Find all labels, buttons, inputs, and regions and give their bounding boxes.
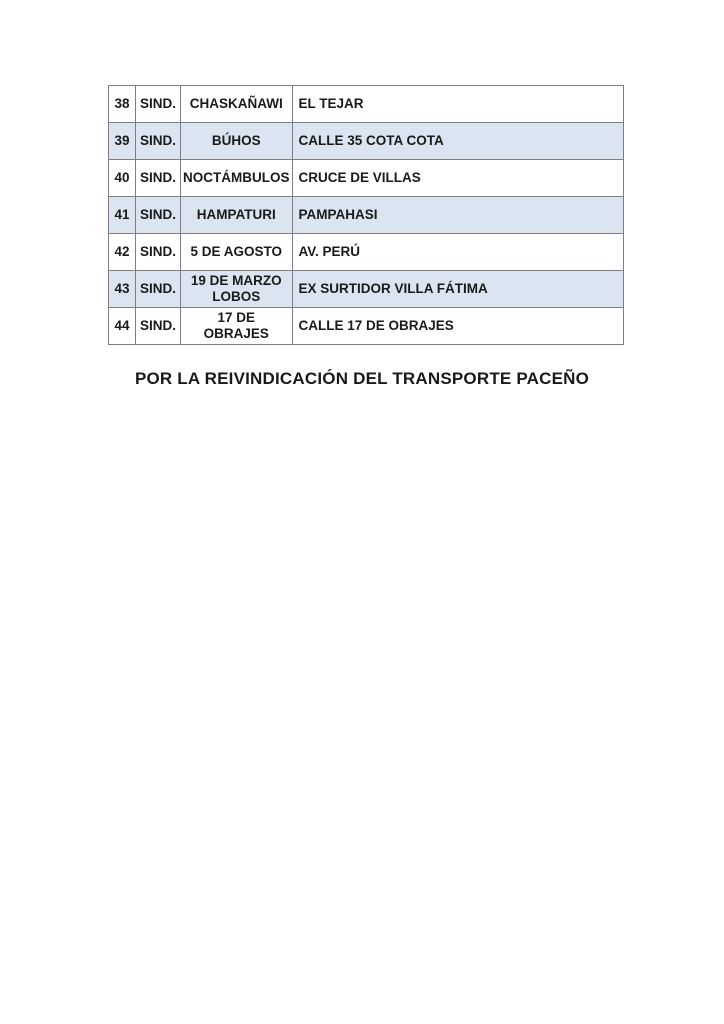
syndicate-name-cell: 17 DE OBRAJES <box>180 307 293 345</box>
row-number-cell: 44 <box>108 307 136 345</box>
location-cell: EX SURTIDOR VILLA FÁTIMA <box>291 270 624 308</box>
sind-cell: SIND. <box>135 270 181 308</box>
slogan-text: POR LA REIVINDICACIÓN DEL TRANSPORTE PAC… <box>134 369 590 388</box>
row-number-cell: 42 <box>108 233 136 271</box>
sind-cell: SIND. <box>135 307 181 345</box>
location-cell: PAMPAHASI <box>291 196 624 234</box>
row-number-cell: 40 <box>108 159 136 197</box>
table-row: 41 SIND. HAMPATURI PAMPAHASI <box>108 196 624 234</box>
location-cell: CALLE 35 COTA COTA <box>291 122 624 160</box>
sind-cell: SIND. <box>135 196 181 234</box>
row-number-cell: 39 <box>108 122 136 160</box>
sind-cell: SIND. <box>135 159 181 197</box>
location-cell: CALLE 17 DE OBRAJES <box>291 307 624 345</box>
table-row: 38 SIND. CHASKAÑAWI EL TEJAR <box>108 85 624 123</box>
location-cell: CRUCE DE VILLAS <box>291 159 624 197</box>
table-row: 44 SIND. 17 DE OBRAJES CALLE 17 DE OBRAJ… <box>108 307 624 345</box>
row-number-cell: 43 <box>108 270 136 308</box>
syndicate-name-cell: 19 DE MARZO LOBOS <box>180 270 293 308</box>
syndicate-name-cell: HAMPATURI <box>180 196 293 234</box>
syndicate-name-cell: BÚHOS <box>180 122 293 160</box>
syndicate-table: 38 SIND. CHASKAÑAWI EL TEJAR 39 SIND. BÚ… <box>108 85 624 345</box>
syndicate-name-cell: CHASKAÑAWI <box>180 85 293 123</box>
table-row: 42 SIND. 5 DE AGOSTO AV. PERÚ <box>108 233 624 271</box>
syndicate-name-cell: 5 DE AGOSTO <box>180 233 293 271</box>
location-cell: AV. PERÚ <box>291 233 624 271</box>
sind-cell: SIND. <box>135 233 181 271</box>
sind-cell: SIND. <box>135 122 181 160</box>
row-number-cell: 38 <box>108 85 136 123</box>
syndicate-name-cell: NOCTÁMBULOS <box>180 159 293 197</box>
location-cell: EL TEJAR <box>291 85 624 123</box>
sind-cell: SIND. <box>135 85 181 123</box>
table-row: 39 SIND. BÚHOS CALLE 35 COTA COTA <box>108 122 624 160</box>
table-row: 43 SIND. 19 DE MARZO LOBOS EX SURTIDOR V… <box>108 270 624 308</box>
row-number-cell: 41 <box>108 196 136 234</box>
table-row: 40 SIND. NOCTÁMBULOS CRUCE DE VILLAS <box>108 159 624 197</box>
